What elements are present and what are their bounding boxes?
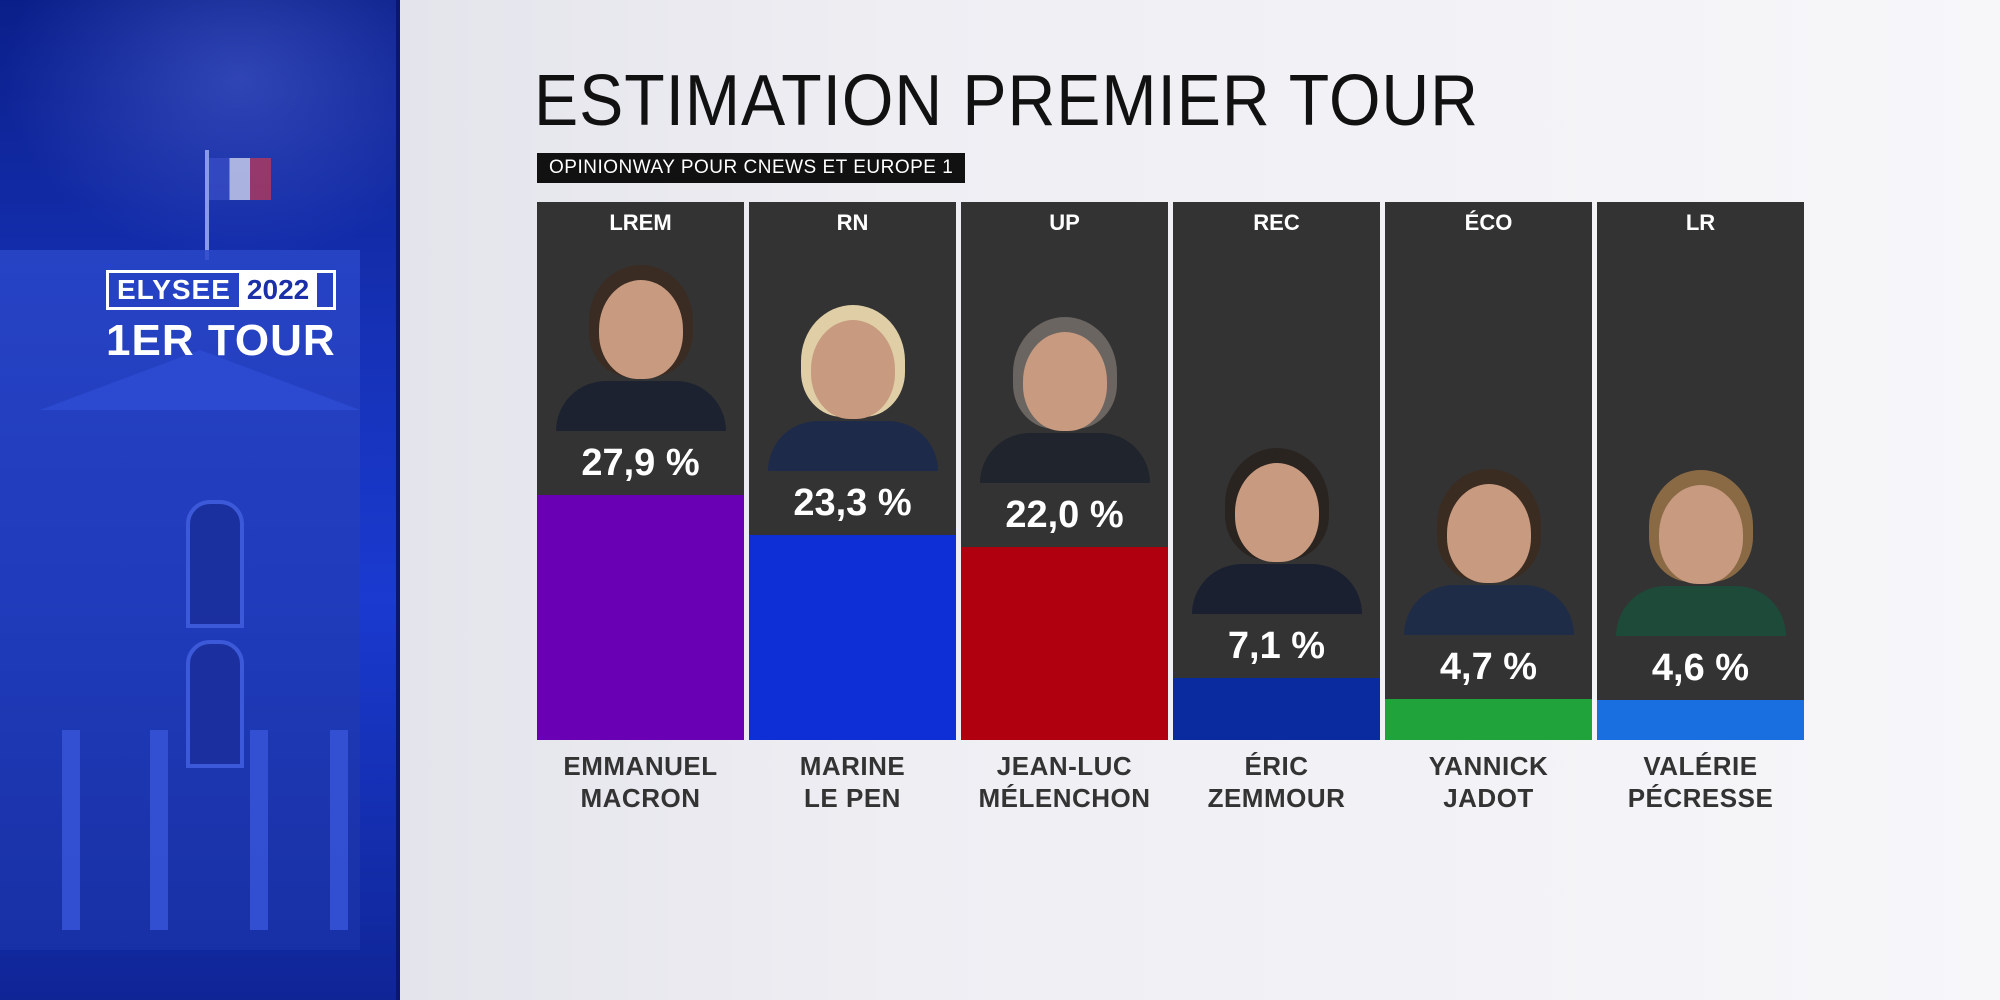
portrait-face [1234, 463, 1319, 562]
palace-column [62, 730, 80, 930]
bar [1385, 699, 1592, 740]
candidate-name: MARINE LE PEN [749, 750, 956, 814]
bar-column: LREM 27,9 % [537, 202, 744, 740]
party-label: REC [1253, 210, 1300, 235]
party-label: LR [1685, 210, 1716, 235]
candidate-last-name: PÉCRESSE [1627, 783, 1774, 813]
candidate-first-name: MARINE [799, 751, 906, 781]
palace-column [150, 730, 168, 930]
badge-year: 2022 [238, 273, 318, 307]
candidate-portrait [1597, 456, 1804, 636]
party-label: UP [1049, 210, 1080, 235]
portrait-face [1022, 332, 1107, 431]
election-badge: ELYSEE 2022 1ER TOUR [106, 270, 336, 366]
bar [537, 495, 744, 740]
data-label: 7,1 % [1173, 614, 1380, 678]
candidate-last-name: LE PEN [804, 783, 901, 813]
candidate-last-name: JADOT [1443, 783, 1534, 813]
palace-column [250, 730, 268, 930]
badge-round: 1ER TOUR [106, 316, 336, 365]
portrait-shoulders [555, 381, 726, 431]
palace-window [186, 640, 244, 768]
candidate-first-name: JEAN-LUC [996, 751, 1133, 781]
chart-source: OPINIONWAY POUR CNEWS ET EUROPE 1 [537, 153, 966, 183]
party-label: ÉCO [1464, 210, 1513, 235]
candidate-portrait [961, 303, 1168, 483]
side-panel: ELYSEE 2022 1ER TOUR [0, 0, 400, 1000]
portrait-shoulders [1403, 585, 1574, 635]
data-label: 22,0 % [961, 483, 1168, 547]
data-label: 4,6 % [1597, 636, 1804, 700]
french-flag-icon [209, 158, 271, 200]
candidate-name: EMMANUEL MACRON [537, 750, 744, 814]
candidate-first-name: VALÉRIE [1643, 751, 1758, 781]
bar [961, 547, 1168, 740]
bar-column: REC 7,1 % [1173, 202, 1380, 740]
data-label: 4,7 % [1385, 635, 1592, 699]
badge-elysee: ELYSEE [117, 274, 231, 305]
chart-title: ESTIMATION PREMIER TOUR [534, 61, 1479, 141]
candidate-portrait [1173, 434, 1380, 614]
candidate-name: ÉRIC ZEMMOUR [1173, 750, 1380, 814]
bar [1173, 678, 1380, 740]
party-label: LREM [609, 210, 672, 235]
candidate-last-name: MÉLENCHON [978, 783, 1151, 813]
portrait-shoulders [1191, 564, 1362, 614]
bar-column: UP 22,0 % [961, 202, 1168, 740]
palace-column [330, 730, 348, 930]
portrait-face [810, 320, 895, 419]
portrait-face [1446, 484, 1531, 583]
bar [1597, 700, 1804, 740]
party-label: RN [836, 210, 869, 235]
badge-title: ELYSEE 2022 [106, 270, 336, 310]
flagpole [205, 150, 209, 260]
bar [749, 535, 956, 740]
portrait-face [598, 280, 683, 379]
bar-column: RN 23,3 % [749, 202, 956, 740]
candidate-name: YANNICK JADOT [1385, 750, 1592, 814]
portrait-shoulders [979, 433, 1150, 483]
portrait-shoulders [1615, 586, 1786, 636]
candidate-first-name: EMMANUEL [563, 751, 718, 781]
candidate-portrait [1385, 455, 1592, 635]
sky-background [0, 0, 400, 260]
panel-divider [396, 0, 400, 1000]
data-label: 23,3 % [749, 471, 956, 535]
candidate-first-name: ÉRIC [1244, 751, 1309, 781]
candidate-last-name: MACRON [580, 783, 701, 813]
candidate-portrait [537, 251, 744, 431]
candidate-name: JEAN-LUC MÉLENCHON [961, 750, 1168, 814]
data-label: 27,9 % [537, 431, 744, 495]
bar-column: ÉCO 4,7 % [1385, 202, 1592, 740]
candidate-last-name: ZEMMOUR [1207, 783, 1346, 813]
portrait-face [1658, 485, 1743, 584]
candidate-first-name: YANNICK [1428, 751, 1549, 781]
candidate-name: VALÉRIE PÉCRESSE [1597, 750, 1804, 814]
portrait-shoulders [767, 421, 938, 471]
candidate-portrait [749, 291, 956, 471]
bar-column: LR 4,6 % [1597, 202, 1804, 740]
palace-window [186, 500, 244, 628]
